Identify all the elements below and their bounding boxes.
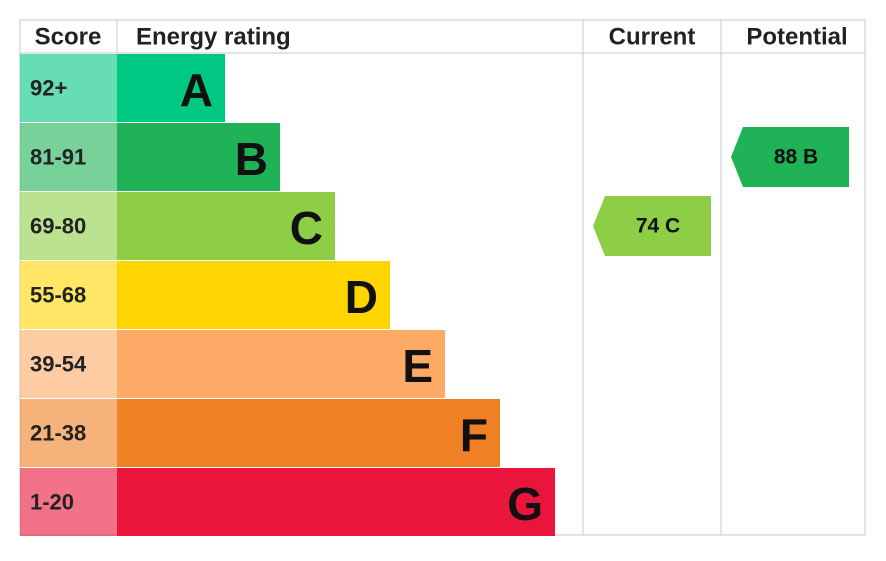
score-cell <box>20 330 117 398</box>
header-rating: Energy rating <box>136 24 291 51</box>
score-label: 1-20 <box>30 490 74 515</box>
score-label: 69-80 <box>30 214 86 239</box>
score-cell <box>20 468 117 536</box>
potential-label: 88 B <box>774 146 818 169</box>
rating-bar <box>117 192 335 260</box>
score-cell <box>20 261 117 329</box>
score-label: 21-38 <box>30 421 86 446</box>
rating-letter: D <box>345 271 378 323</box>
rating-bar <box>117 399 500 467</box>
score-label: 81-91 <box>30 145 86 170</box>
rating-letter: E <box>402 340 433 392</box>
rating-letter: B <box>235 133 268 185</box>
rating-letter: A <box>180 64 213 116</box>
rating-bar <box>117 468 555 536</box>
rating-letter: F <box>460 409 488 461</box>
rating-letter: G <box>507 478 543 530</box>
potential-arrow <box>731 127 849 187</box>
score-label: 39-54 <box>30 352 87 377</box>
rating-bar <box>117 330 445 398</box>
rating-bar <box>117 261 390 329</box>
score-cell <box>20 399 117 467</box>
current-label: 74 C <box>636 215 680 238</box>
score-cell <box>20 123 117 191</box>
score-cell <box>20 192 117 260</box>
score-label: 55-68 <box>30 283 86 308</box>
current-arrow <box>593 196 711 256</box>
header-potential: Potential <box>746 24 847 51</box>
header-score: Score <box>35 24 102 51</box>
header-current: Current <box>609 24 696 51</box>
rating-letter: C <box>290 202 323 254</box>
score-cell <box>20 54 117 122</box>
score-label: 92+ <box>30 76 67 101</box>
rating-bar <box>117 123 280 191</box>
rating-bar <box>117 54 225 122</box>
